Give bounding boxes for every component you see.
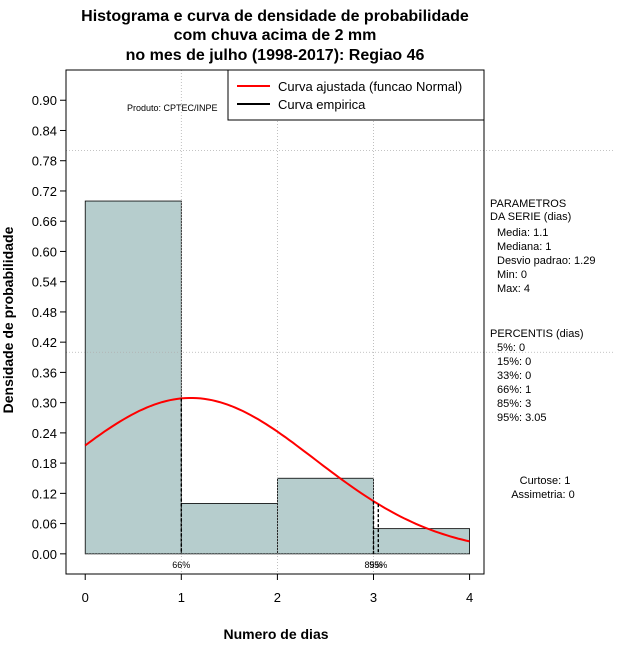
percentiles-panel: PERCENTIS (dias) 5%: 0 15%: 0 33%: 0 66%… [490, 328, 584, 424]
percentile-5: 5%: 0 [497, 342, 525, 354]
legend: Curva ajustada (funcao Normal) Curva emp… [227, 69, 485, 121]
y-tick-label: 0.06 [32, 517, 57, 532]
param-mediana: Mediana: 1 [497, 241, 551, 253]
assimetria-label: Assimetria: 0 [511, 489, 575, 501]
percentile-33: 33%: 0 [497, 370, 531, 382]
histogram-bar-3 [373, 528, 470, 555]
parameters-panel: PARAMETROS DA SERIE (dias) Media: 1.1 Me… [490, 198, 595, 295]
source-label: Produto: CPTEC/INPE [127, 103, 218, 113]
percentile-85: 85%: 3 [497, 398, 531, 410]
params-title-2: DA SERIE (dias) [490, 211, 571, 223]
param-max: Max: 4 [497, 283, 530, 295]
y-tick-label: 0.78 [32, 154, 57, 169]
percentile-66: 66%: 1 [497, 384, 531, 396]
y-axis-label: Densidade de probabilidade [0, 226, 16, 413]
normal-fit-curve [84, 397, 470, 543]
y-tick-label: 0.42 [32, 335, 57, 350]
percentile-marker-label-1: 85% [364, 560, 382, 570]
y-tick-label: 0.12 [32, 486, 57, 501]
y-tick-label: 0.84 [32, 123, 57, 138]
y-tick-label: 0.00 [32, 547, 57, 562]
y-tick-label: 0.18 [32, 456, 57, 471]
legend-label-fit: Curva ajustada (funcao Normal) [278, 79, 462, 94]
legend-box [227, 69, 485, 121]
percentile-marker-label-0: 66% [172, 560, 190, 570]
param-desvio: Desvio padrao: 1.29 [497, 255, 595, 267]
x-tick-label: 0 [82, 590, 89, 605]
chart-title-line-3: no mes de julho (1998-2017): Regiao 46 [126, 47, 425, 64]
chart-title-line-1: Histograma e curva de densidade de proba… [81, 8, 469, 25]
plot-area: 66% 85%95% 0.00 0.06 0.12 0.18 0.24 0.30 0.36 0.4… [32, 69, 614, 605]
y-tick-label: 0.90 [32, 93, 57, 108]
percentiles-title: PERCENTIS (dias) [490, 328, 584, 340]
curtose-label: Curtose: 1 [520, 475, 571, 487]
histogram-bar-2 [277, 477, 374, 555]
chart-title-line-2: com chuva acima de 2 mm [174, 27, 377, 44]
percentile-95: 95%: 3.05 [497, 412, 547, 424]
y-tick-label: 0.24 [32, 426, 57, 441]
y-tick-label: 0.30 [32, 396, 57, 411]
x-axis-label: Numero de dias [223, 626, 328, 642]
y-tick-label: 0.48 [32, 305, 57, 320]
param-media: Media: 1.1 [497, 227, 548, 239]
y-tick-label: 0.72 [32, 184, 57, 199]
legend-label-empirical: Curva empirica [278, 97, 366, 112]
x-tick-label: 1 [178, 590, 185, 605]
histogram-bar-0 [84, 200, 182, 555]
param-min: Min: 0 [497, 269, 527, 281]
histogram-bar-1 [180, 503, 278, 555]
x-tick-label: 3 [370, 590, 377, 605]
x-tick-label: 2 [274, 590, 281, 605]
percentile-15: 15%: 0 [497, 356, 531, 368]
y-tick-label: 0.66 [32, 214, 57, 229]
y-tick-label: 0.36 [32, 365, 57, 380]
params-title-1: PARAMETROS [490, 198, 566, 210]
y-tick-label: 0.54 [32, 275, 57, 290]
percentile-marker-label-2: 95% [369, 560, 387, 570]
x-tick-label: 4 [466, 590, 473, 605]
y-tick-label: 0.60 [32, 244, 57, 259]
